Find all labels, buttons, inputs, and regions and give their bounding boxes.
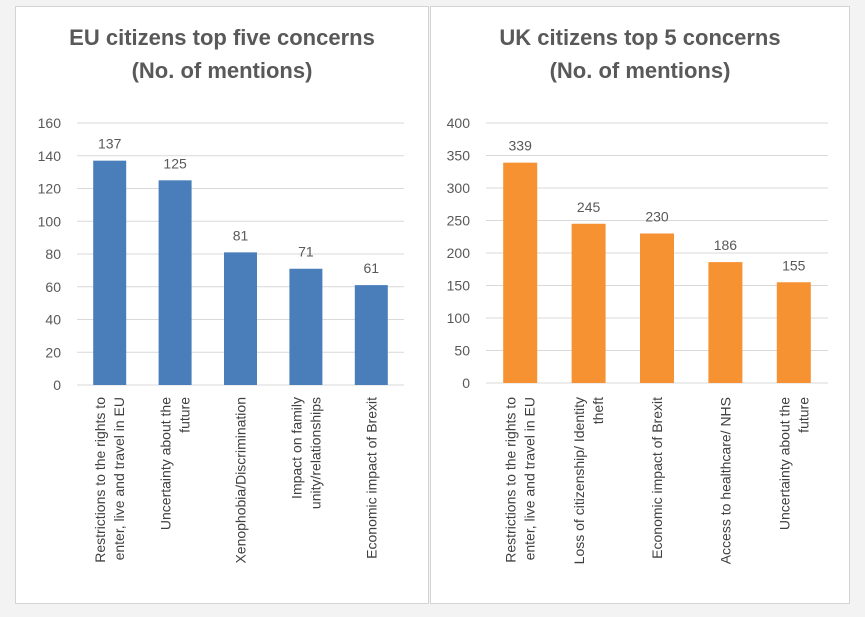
eu-data-label: 81 [233,227,249,243]
uk-y-tick-label: 250 [447,213,471,229]
eu-category-label-line: Restrictions to the rights to [92,397,108,563]
eu-chart-title: EU citizens top five concerns (No. of me… [16,21,428,87]
eu-bar [354,285,388,385]
uk-bar [571,223,606,383]
uk-data-label: 245 [577,199,601,215]
eu-category-label-line: unity/relationships [307,397,323,509]
eu-data-label: 71 [298,244,314,260]
uk-category-label-line: Loss of citizenship/ Identity [571,397,587,564]
eu-bar [93,160,127,385]
eu-chart-panel: EU citizens top five concerns (No. of me… [15,6,429,604]
eu-y-tick-label: 100 [38,213,62,229]
uk-chart-panel: UK citizens top 5 concerns (No. of menti… [430,6,850,604]
uk-category-label: Restrictions to the rights to enter, live… [503,397,538,563]
uk-category-label: Access to healthcare/ NHS [717,397,733,564]
eu-y-tick-label: 120 [38,181,62,197]
uk-chart-svg: 0 50 100 150 200 250 300 350 400 339 Restrictions … [447,115,828,564]
eu-y-tick-label: 60 [45,279,61,295]
uk-y-tick-label: 200 [447,245,471,261]
eu-y-tick-label: 80 [45,246,61,262]
uk-category-label: Loss of citizenship/ Identity theft [571,397,606,564]
uk-data-label: 186 [714,237,738,253]
uk-y-tick-label: 50 [454,343,470,359]
eu-bar [289,268,323,385]
uk-category-label-line: future [795,397,811,433]
uk-bar [776,282,811,383]
uk-bar [640,233,674,383]
uk-category-label-line: Economic impact of Brexit [649,397,665,559]
eu-y-tick-label: 40 [45,312,61,328]
uk-y-tick-label: 0 [462,375,470,391]
uk-bar [708,262,743,383]
eu-data-label: 125 [163,155,187,171]
uk-y-tick-label: 100 [447,310,471,326]
uk-data-label: 339 [509,138,533,154]
uk-category-label-line: Access to healthcare/ NHS [717,397,733,564]
eu-category-label: Xenophobia/Discrimination [233,397,249,564]
eu-category-label-line: Uncertainty about the [158,397,174,530]
uk-y-tick-label: 350 [447,148,471,164]
eu-data-label: 61 [364,260,380,276]
uk-category-label: Economic impact of Brexit [649,397,665,559]
eu-category-label-line: Impact on family [288,397,304,499]
uk-category-label-line: Uncertainty about the [776,397,792,530]
eu-category-label: Impact on family unity/relationships [288,397,323,509]
eu-y-tick-label: 160 [38,115,62,131]
uk-category-label-line: theft [590,397,606,424]
eu-category-label: Restrictions to the rights to enter, live… [92,397,127,563]
eu-category-label: Uncertainty about the future [158,397,193,530]
uk-chart-title-line2: (No. of mentions) [549,58,731,83]
eu-y-tick-label: 0 [53,377,61,393]
eu-chart-title-line1: EU citizens top five concerns [69,25,375,50]
eu-y-tick-label: 20 [45,344,61,360]
eu-category-label-line: enter, live and travel in EU [111,397,127,560]
eu-category-label-line: Economic impact of Brexit [363,397,379,559]
eu-chart-svg: 0 20 40 60 80 100 120 140 160 137 Restrictions to … [38,115,404,564]
uk-chart-title: UK citizens top 5 concerns (No. of menti… [431,21,849,87]
eu-category-label-line: Xenophobia/Discrimination [233,397,249,564]
uk-category-label-line: Restrictions to the rights to [503,397,519,563]
uk-y-tick-label: 150 [447,278,471,294]
eu-data-label: 137 [98,136,122,152]
eu-bar [224,252,257,385]
uk-bar [503,162,538,383]
uk-data-label: 155 [782,257,806,273]
uk-chart-title-line1: UK citizens top 5 concerns [499,25,781,50]
eu-y-tick-label: 140 [38,148,62,164]
uk-y-tick-label: 300 [447,180,471,196]
eu-category-label: Economic impact of Brexit [363,397,379,559]
eu-chart-title-line2: (No. of mentions) [131,58,313,83]
uk-category-label-line: enter, live and travel in EU [522,397,538,560]
eu-category-label-line: future [177,397,193,433]
uk-data-label: 230 [645,209,669,225]
uk-category-label: Uncertainty about the future [776,397,811,530]
uk-y-tick-label: 400 [447,115,471,131]
eu-bar [158,180,192,385]
